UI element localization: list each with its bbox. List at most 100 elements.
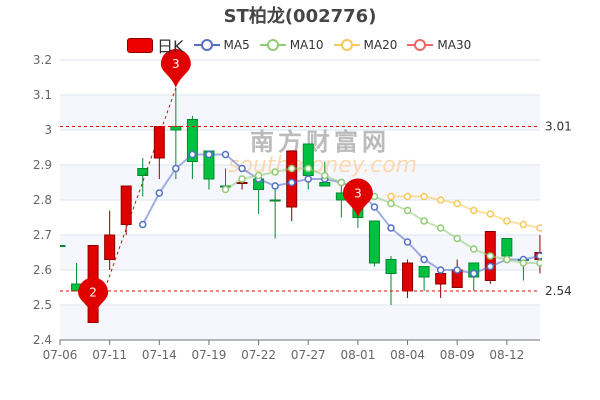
x-tick-label: 07-14 <box>142 348 177 362</box>
x-tick-label: 08-01 <box>340 348 375 362</box>
y-tick-label: 3 <box>44 123 52 137</box>
mark-point-pin <box>78 277 109 317</box>
ma10-point <box>271 168 279 176</box>
candle-08-03 <box>385 259 397 274</box>
ma10-point <box>254 171 263 180</box>
ma10-point <box>536 259 542 267</box>
ma10-legend-icon <box>259 39 286 51</box>
x-tick-label: 07-22 <box>241 348 276 362</box>
x-tick-label: 08-09 <box>440 348 475 362</box>
ma10-point <box>321 171 329 180</box>
ma20-point <box>453 199 461 208</box>
ma20-legend-icon <box>333 39 360 51</box>
ma5-legend-icon <box>193 39 220 51</box>
ma5-point <box>536 252 542 260</box>
ma20-point <box>403 192 412 201</box>
ma10-point <box>453 234 461 243</box>
legend-item-ma30[interactable]: MA30 <box>407 38 471 52</box>
y-tick-label: 2.8 <box>33 193 52 207</box>
ma10-point <box>304 164 312 173</box>
ma5-point <box>486 262 495 271</box>
ma5-point <box>304 175 312 183</box>
legend-item-ma5[interactable]: MA5 <box>193 38 250 52</box>
y-tick-label: 2.6 <box>33 263 52 277</box>
ma5-point <box>271 182 279 190</box>
x-tick-label: 07-27 <box>291 348 326 362</box>
ma20-point <box>420 192 428 201</box>
ma10-point <box>287 164 296 173</box>
candle-07-14 <box>153 126 165 159</box>
ma10-point <box>503 255 511 264</box>
ma5-point <box>221 150 230 159</box>
ma10-point <box>238 175 246 183</box>
ma5-point <box>436 266 445 274</box>
ma20-point <box>436 196 445 204</box>
ma10-point <box>420 217 428 225</box>
ma5-point <box>403 238 412 246</box>
ma30-legend-icon <box>407 39 434 51</box>
mark-line-label: 3.01 <box>545 120 572 134</box>
ma5-point <box>420 255 428 264</box>
ma5-point <box>205 150 213 159</box>
mark-point-label: 2 <box>89 286 97 300</box>
candle-legend-icon <box>127 37 153 53</box>
ma20-line <box>391 195 541 229</box>
candle-07-06 <box>60 245 66 247</box>
y-tick-label: 3.1 <box>33 88 52 102</box>
ma20-point <box>470 206 478 215</box>
ma20-point <box>486 210 495 218</box>
mark-point-pin <box>342 178 373 218</box>
legend-item-ma10[interactable]: MA10 <box>259 38 324 52</box>
ma5-point <box>370 203 379 211</box>
watermark-cn: 南方财富网 <box>250 128 390 156</box>
candle-08-05 <box>418 266 430 278</box>
ma5-point <box>188 150 197 159</box>
x-tick-label: 07-11 <box>92 348 127 362</box>
y-tick-label: 3.2 <box>33 53 52 67</box>
y-tick-label: 2.4 <box>33 333 52 347</box>
candle-07-25 <box>269 199 281 202</box>
candle-07-28 <box>319 182 331 187</box>
ma10-point <box>221 185 230 194</box>
chart-title: ST柏龙(002776) <box>223 6 377 27</box>
ma10-point <box>436 224 445 232</box>
candle-07-12 <box>120 185 132 225</box>
ma5-point <box>139 220 147 229</box>
x-tick-label: 07-06 <box>43 348 78 362</box>
ma5-point <box>287 178 296 187</box>
candle-08-02 <box>368 220 380 264</box>
ma5-point <box>453 266 461 274</box>
mark-point-pin <box>160 49 191 88</box>
ma5-point <box>387 224 395 232</box>
x-tick-label: 08-12 <box>489 348 524 362</box>
x-tick-label: 07-19 <box>192 348 227 362</box>
ma5-point <box>470 269 478 278</box>
ma5-point <box>172 164 180 173</box>
ma10-point <box>337 178 346 187</box>
legend-item-ma20[interactable]: MA20 <box>333 38 397 52</box>
grid-band <box>60 95 540 130</box>
candle-07-11 <box>104 234 116 260</box>
ma20-point <box>519 220 528 229</box>
ma5-point <box>155 189 164 197</box>
candle-08-04 <box>402 262 414 292</box>
ma20-point <box>536 224 542 232</box>
candle-08-08 <box>435 273 447 285</box>
candle-07-15 <box>170 126 182 131</box>
ma10-point <box>387 199 395 208</box>
mark-line-label: 2.54 <box>545 284 572 298</box>
mark-point-label: 3 <box>172 57 180 71</box>
grid-band <box>60 235 540 270</box>
y-tick-label: 2.9 <box>33 158 52 172</box>
y-tick-label: 2.5 <box>33 298 52 312</box>
legend-item-dayk[interactable]: 日K <box>127 33 184 57</box>
x-tick-label: 08-04 <box>390 348 425 362</box>
ma10-point <box>486 252 495 260</box>
candle-07-13 <box>137 168 149 176</box>
ma20-point <box>503 217 511 225</box>
ma10-point <box>403 206 412 215</box>
ma10-point <box>519 259 528 267</box>
ma20-point <box>387 192 395 201</box>
